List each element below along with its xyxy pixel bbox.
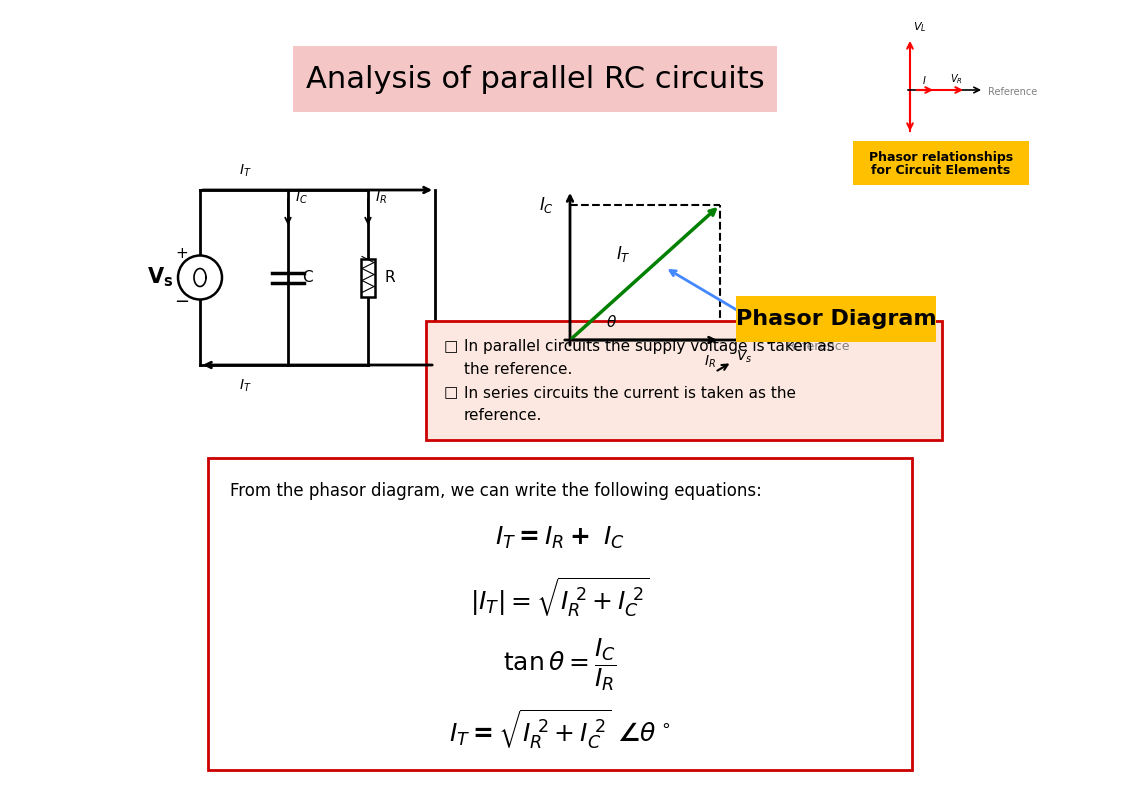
Text: Phasor relationships: Phasor relationships: [869, 151, 1013, 165]
Text: $I_C$: $I_C$: [296, 190, 308, 206]
Text: $I_R$: $I_R$: [704, 354, 716, 370]
Text: $V_R$: $V_R$: [950, 72, 962, 86]
Circle shape: [178, 255, 222, 299]
Text: $\tan\theta = \dfrac{I_C}{I_R}$: $\tan\theta = \dfrac{I_C}{I_R}$: [503, 637, 617, 693]
Text: $\boldsymbol{I_T = \sqrt{I_R^{\ 2} + I_C^{\ 2}}\ \angle\theta^\circ}$: $\boldsymbol{I_T = \sqrt{I_R^{\ 2} + I_C…: [449, 708, 671, 752]
FancyBboxPatch shape: [853, 141, 1029, 185]
Bar: [361, 258, 374, 297]
Text: In parallel circuits the supply voltage is taken as: In parallel circuits the supply voltage …: [464, 339, 835, 354]
Text: From the phasor diagram, we can write the following equations:: From the phasor diagram, we can write th…: [230, 482, 761, 500]
Text: $I_T$: $I_T$: [239, 162, 252, 179]
Text: $\boldsymbol{I_T = I_R +\ I_C}$: $\boldsymbol{I_T = I_R +\ I_C}$: [495, 525, 625, 551]
Text: $I_T$: $I_T$: [616, 245, 631, 265]
Text: −: −: [175, 293, 190, 310]
Text: I: I: [923, 76, 925, 86]
FancyBboxPatch shape: [293, 46, 777, 112]
Text: $\mathbf{V_s}$: $\mathbf{V_s}$: [147, 266, 174, 290]
Text: Analysis of parallel RC circuits: Analysis of parallel RC circuits: [306, 65, 765, 94]
Text: $V_C$: $V_C$: [892, 144, 907, 158]
Text: C: C: [302, 270, 312, 285]
Text: reference.: reference.: [464, 407, 543, 422]
Text: □: □: [444, 339, 458, 354]
Text: □: □: [444, 386, 458, 401]
Text: $I_C$: $I_C$: [539, 195, 554, 215]
Text: In series circuits the current is taken as the: In series circuits the current is taken …: [464, 386, 796, 401]
Text: Reference: Reference: [988, 87, 1038, 97]
Text: $I_T$: $I_T$: [239, 378, 252, 394]
Text: $I_R$: $I_R$: [374, 190, 387, 206]
FancyBboxPatch shape: [208, 458, 913, 770]
Text: for Circuit Elements: for Circuit Elements: [871, 165, 1011, 178]
Text: $\theta$: $\theta$: [606, 314, 617, 330]
Text: R: R: [385, 270, 396, 285]
Text: $|I_T| = \sqrt{I_R^{\ 2} + I_C^{\ 2}}$: $|I_T| = \sqrt{I_R^{\ 2} + I_C^{\ 2}}$: [470, 576, 650, 620]
Text: +: +: [176, 246, 188, 261]
FancyBboxPatch shape: [735, 296, 936, 342]
Text: $V_L$: $V_L$: [913, 20, 926, 34]
Text: Phasor Diagram: Phasor Diagram: [735, 309, 936, 329]
Text: $V_s$: $V_s$: [735, 349, 752, 365]
Text: Reference: Reference: [787, 339, 851, 353]
FancyBboxPatch shape: [426, 321, 942, 440]
Text: the reference.: the reference.: [464, 362, 572, 377]
